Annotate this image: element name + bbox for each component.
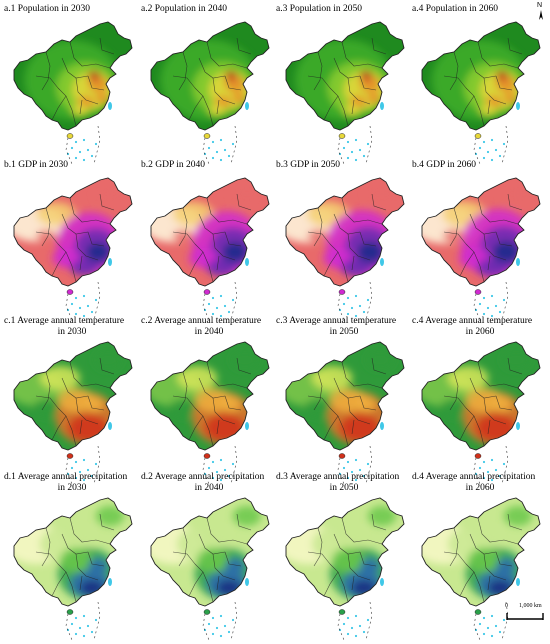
scale-zero-label: 0	[505, 603, 508, 609]
panel-title-line2: in 2060	[465, 483, 495, 493]
map-panel-a2: a.2 Population in 2040	[141, 4, 277, 165]
china-map-population	[421, 21, 541, 165]
panel-title-line1: c.3 Average annual temperature	[276, 316, 397, 326]
panel-title-line1: c.2 Average annual temperature	[141, 316, 262, 326]
north-label: N	[537, 2, 543, 9]
panel-title: c.1 Average annual temperature in 2030	[4, 316, 140, 338]
panel-title: b.2 GDP in 2040	[141, 160, 277, 171]
panel-title-line1: d.3 Average annual precipitation	[276, 472, 400, 482]
map-panel-d1: d.1 Average annual precipitation in 2030	[4, 472, 140, 641]
panel-title-line1: b.4 GDP in 2060	[412, 160, 477, 170]
panel-title: a.2 Population in 2040	[141, 4, 277, 15]
china-map-gdp	[285, 177, 405, 321]
map-panel-c3: c.3 Average annual temperature in 2050	[276, 316, 412, 485]
panel-title: b.1 GDP in 2030	[4, 160, 140, 171]
map-panel-c1: c.1 Average annual temperature in 2030	[4, 316, 140, 485]
map-panel-c2: c.2 Average annual temperature in 2040	[141, 316, 277, 485]
panel-title-line1: a.2 Population in 2040	[141, 4, 228, 14]
panel-title: a.1 Population in 2030	[4, 4, 140, 15]
map-panel-d4: d.4 Average annual precipitation in 2060	[412, 472, 548, 641]
panel-title-line1: b.2 GDP in 2040	[141, 160, 206, 170]
map-panel-b3: b.3 GDP in 2050	[276, 160, 412, 321]
china-map-population	[13, 21, 133, 165]
panel-title: c.2 Average annual temperature in 2040	[141, 316, 277, 338]
panel-title-line2: in 2030	[57, 327, 87, 337]
panel-title-line1: d.2 Average annual precipitation	[141, 472, 265, 482]
china-map-precipitation	[421, 497, 541, 641]
china-map-gdp	[13, 177, 133, 321]
china-map-precipitation	[285, 497, 405, 641]
map-panel-a1: a.1 Population in 2030	[4, 4, 140, 165]
scale-bar: 0 1,000 km	[503, 603, 547, 629]
china-map-gdp	[150, 177, 270, 321]
panel-title: b.3 GDP in 2050	[276, 160, 412, 171]
panel-title-line2: in 2040	[194, 327, 224, 337]
panel-title: a.3 Population in 2050	[276, 4, 412, 15]
china-map-population	[285, 21, 405, 165]
panel-title: c.3 Average annual temperature in 2050	[276, 316, 412, 338]
panel-title-line1: a.4 Population in 2060	[412, 4, 499, 14]
panel-title: b.4 GDP in 2060	[412, 160, 548, 171]
panel-title-line1: d.4 Average annual precipitation	[412, 472, 536, 482]
north-arrow: N	[535, 2, 547, 22]
map-panel-a4: a.4 Population in 2060	[412, 4, 548, 165]
panel-title: d.1 Average annual precipitation in 2030	[4, 472, 140, 494]
panel-title-line1: a.3 Population in 2050	[276, 4, 363, 14]
panel-title-line2: in 2030	[57, 483, 87, 493]
map-panel-b2: b.2 GDP in 2040	[141, 160, 277, 321]
panel-title-line2: in 2040	[194, 483, 224, 493]
china-map-precipitation	[150, 497, 270, 641]
panel-title: c.4 Average annual temperature in 2060	[412, 316, 548, 338]
map-panel-d3: d.3 Average annual precipitation in 2050	[276, 472, 412, 641]
panel-title: d.4 Average annual precipitation in 2060	[412, 472, 548, 494]
panel-title-line2: in 2050	[329, 327, 359, 337]
scale-bar-graphic	[506, 613, 544, 620]
map-panel-c4: c.4 Average annual temperature in 2060	[412, 316, 548, 485]
panel-title-line1: a.1 Population in 2030	[4, 4, 91, 14]
china-map-temperature	[150, 341, 270, 485]
panel-title-line1: c.4 Average annual temperature	[412, 316, 533, 326]
china-map-temperature	[421, 341, 541, 485]
scale-distance-label: 1,000 km	[519, 603, 542, 609]
panel-title-line1: d.1 Average annual precipitation	[4, 472, 128, 482]
map-panel-b4: b.4 GDP in 2060	[412, 160, 548, 321]
panel-title: d.2 Average annual precipitation in 2040	[141, 472, 277, 494]
china-map-temperature	[285, 341, 405, 485]
map-panel-a3: a.3 Population in 2050	[276, 4, 412, 165]
panel-title-line2: in 2060	[465, 327, 495, 337]
china-map-gdp	[421, 177, 541, 321]
panel-title-line1: c.1 Average annual temperature	[4, 316, 125, 326]
china-map-population	[150, 21, 270, 165]
map-panel-d2: d.2 Average annual precipitation in 2040	[141, 472, 277, 641]
panel-title-line2: in 2050	[329, 483, 359, 493]
panel-title-line1: b.3 GDP in 2050	[276, 160, 341, 170]
panel-title: d.3 Average annual precipitation in 2050	[276, 472, 412, 494]
panel-title: a.4 Population in 2060	[412, 4, 548, 15]
china-map-precipitation	[13, 497, 133, 641]
map-panel-b1: b.1 GDP in 2030	[4, 160, 140, 321]
north-arrow-icon	[539, 10, 543, 20]
china-map-temperature	[13, 341, 133, 485]
panel-title-line1: b.1 GDP in 2030	[4, 160, 69, 170]
